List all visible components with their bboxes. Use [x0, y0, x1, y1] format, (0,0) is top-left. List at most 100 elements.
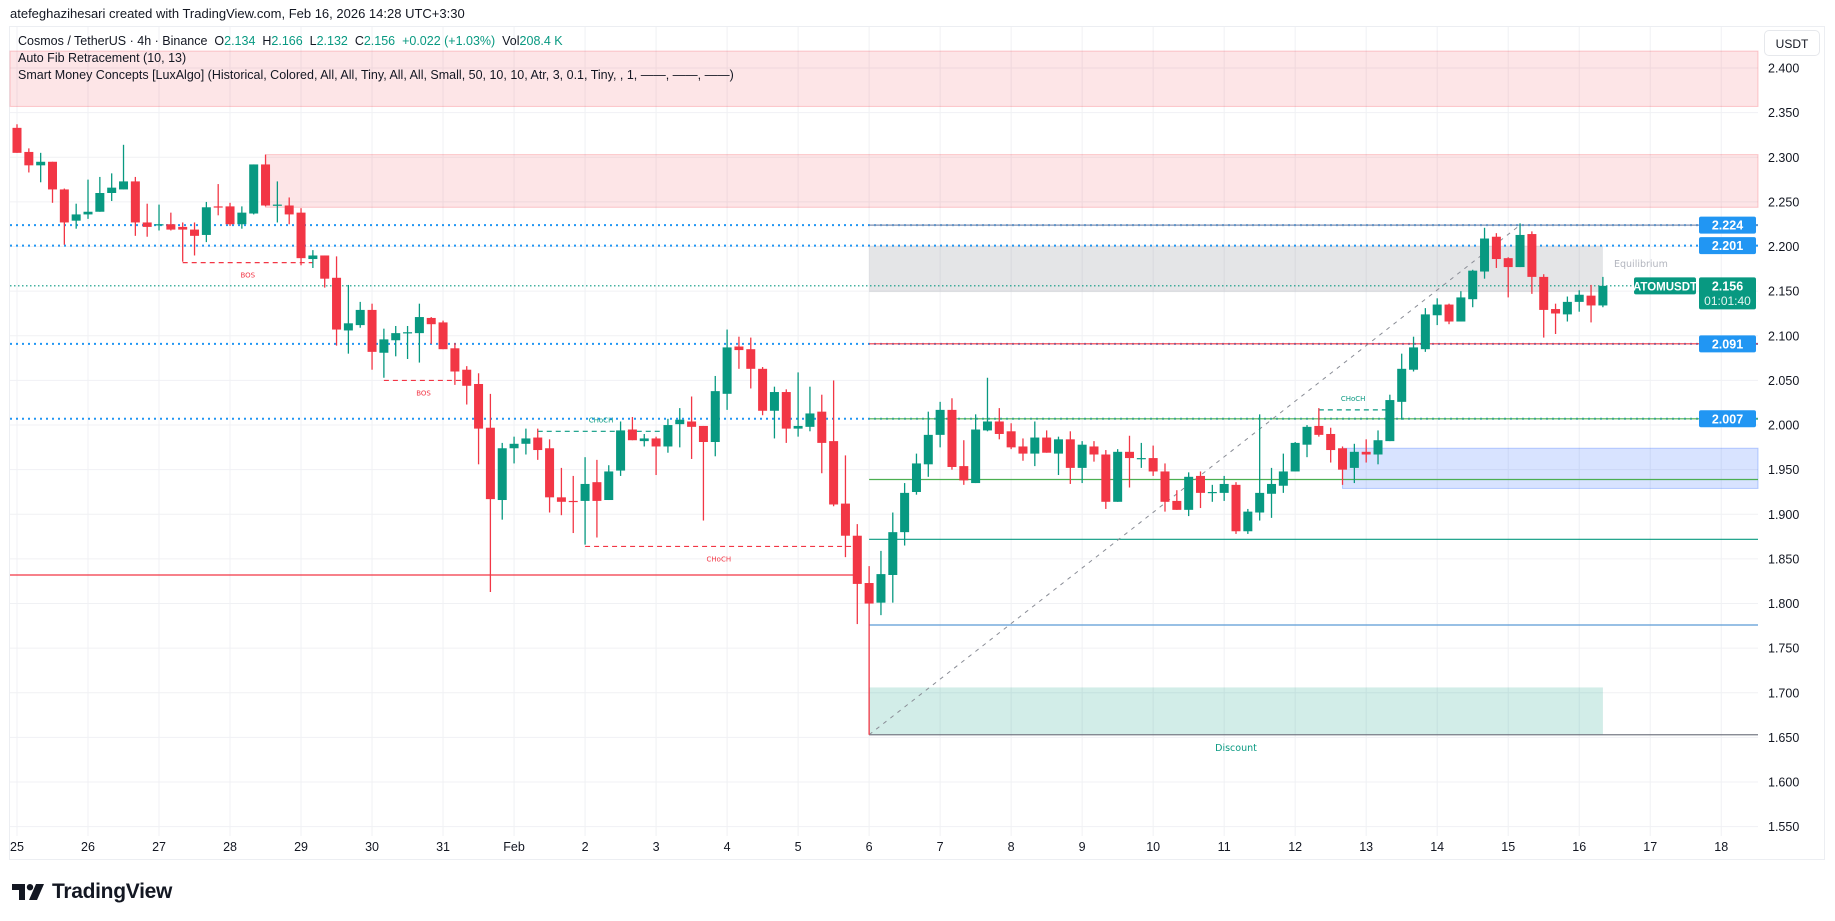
candle: [48, 161, 58, 203]
candle: [1148, 445, 1158, 476]
candle-body: [213, 206, 223, 208]
candle-body: [1397, 368, 1407, 402]
currency-button[interactable]: USDT: [1764, 30, 1820, 56]
last-price-tag: [1699, 277, 1756, 310]
candle: [1196, 471, 1205, 509]
candle-body: [474, 383, 484, 429]
candle: [485, 393, 495, 592]
candle-body: [1373, 440, 1383, 455]
candle: [320, 255, 330, 288]
candle: [1077, 441, 1087, 484]
candle-body: [829, 441, 839, 505]
candle-body: [1219, 483, 1229, 493]
price-axis-label: 1.900: [1768, 508, 1799, 522]
candle-body: [1136, 458, 1146, 460]
candle: [1184, 472, 1194, 517]
candle: [947, 398, 957, 470]
candle-body: [556, 497, 566, 502]
candle: [568, 475, 578, 534]
symbol-title[interactable]: Cosmos / TetherUS · 4h · Binance: [18, 34, 208, 48]
candle-body: [1278, 471, 1288, 486]
price-tag-fib-label: 2.091: [1712, 337, 1743, 351]
candle-body: [722, 347, 732, 394]
time-axis-label: 13: [1359, 840, 1373, 854]
candle: [616, 421, 626, 476]
candle: [604, 465, 614, 501]
candle: [403, 325, 413, 360]
time-axis-label: 16: [1572, 840, 1586, 854]
discount-zone: [869, 687, 1603, 735]
candle-body: [651, 438, 661, 447]
candle-body: [332, 277, 342, 330]
candle-body: [1598, 285, 1608, 306]
candle-body: [320, 255, 330, 279]
chart-attribution: atefeghazihesari created with TradingVie…: [10, 6, 465, 21]
price-axis-label: 1.850: [1768, 552, 1799, 566]
candle-body: [130, 181, 140, 223]
candle: [178, 222, 188, 262]
candle-body: [379, 339, 389, 353]
candle: [1302, 425, 1312, 458]
candle: [1349, 443, 1359, 484]
candle: [95, 176, 105, 212]
structure-label: CHoCH: [589, 416, 614, 424]
candle: [840, 455, 850, 558]
candle-body: [734, 346, 744, 351]
candle: [332, 256, 342, 346]
tradingview-logo[interactable]: TradingView: [12, 880, 172, 904]
time-axis-label: 11: [1218, 840, 1231, 854]
candle: [1278, 453, 1288, 493]
candle: [675, 408, 685, 448]
candle: [1030, 421, 1040, 467]
candle-body: [758, 368, 768, 411]
candle: [852, 524, 862, 625]
candle-body: [1089, 446, 1099, 455]
time-axis-label: 14: [1430, 840, 1444, 854]
grid: [10, 27, 1758, 836]
candle: [758, 367, 768, 416]
candle: [1432, 298, 1442, 326]
candle: [36, 152, 46, 183]
candle: [627, 417, 637, 441]
candle: [911, 453, 921, 495]
time-axis-label: 9: [1079, 840, 1086, 854]
price-axis-label: 2.100: [1768, 329, 1799, 343]
indicator-legend-fib[interactable]: Auto Fib Retracement (10, 13): [18, 51, 187, 65]
candle: [971, 414, 981, 484]
candle: [119, 144, 129, 190]
structure-label: CHoCH: [707, 555, 732, 563]
candle-body: [864, 583, 874, 604]
candle-body: [426, 317, 436, 325]
candle-body: [852, 535, 862, 584]
candle: [142, 203, 152, 237]
symbol-legend[interactable]: Cosmos / TetherUS · 4h · Binance O2.134 …: [18, 34, 563, 48]
low-value: 2.132: [316, 34, 348, 48]
time-axis-label: 3: [653, 840, 660, 854]
candle: [888, 512, 898, 603]
candle-body: [166, 224, 176, 230]
candle: [190, 222, 200, 256]
candle-body: [1586, 295, 1596, 306]
indicator-legend-smc[interactable]: Smart Money Concepts [LuxAlgo] (Historic…: [18, 68, 734, 82]
candle: [225, 202, 235, 227]
candle-body: [1267, 483, 1277, 494]
time-axis-label: 26: [81, 840, 95, 854]
candle: [935, 401, 945, 448]
candle-body: [142, 222, 152, 227]
candle-body: [888, 532, 898, 575]
price-axis-label: 1.700: [1768, 686, 1799, 700]
candle-body: [663, 425, 673, 447]
candle-body: [107, 187, 117, 193]
candle-body: [509, 443, 519, 449]
candle-body: [1172, 500, 1182, 510]
candle: [107, 173, 117, 202]
price-tag-fib-label: 2.201: [1712, 239, 1743, 253]
candle-body: [1030, 437, 1040, 454]
candle-body: [1480, 238, 1490, 272]
candle-body: [805, 413, 815, 427]
high-label: H: [262, 34, 272, 48]
candle: [1101, 450, 1111, 509]
candle-body: [935, 409, 945, 435]
price-tag-fib: [1699, 410, 1756, 428]
